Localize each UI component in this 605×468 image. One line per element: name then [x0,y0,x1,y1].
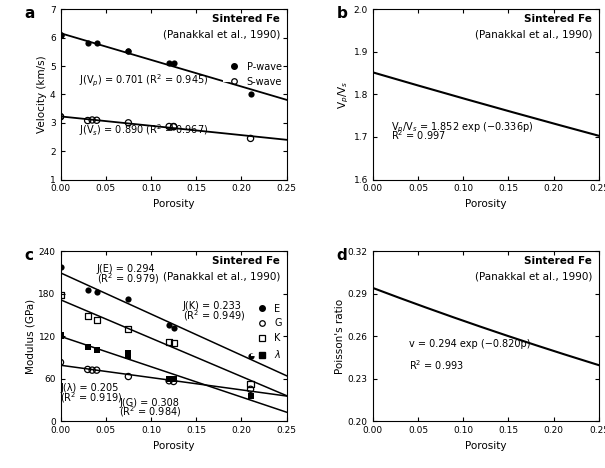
Point [83,344,93,351]
Legend: E, G, K, $\lambda$: E, G, K, $\lambda$ [252,304,282,360]
Point [56,31,65,39]
Point [123,119,133,126]
Point [83,117,93,124]
Text: (Panakkal et al., 1990): (Panakkal et al., 1990) [475,30,592,40]
Point [164,338,174,345]
Point [169,123,178,130]
Text: b: b [336,6,347,21]
Point [169,324,178,331]
Point [56,113,65,120]
Text: (Panakkal et al., 1990): (Panakkal et al., 1990) [163,271,280,281]
Point [246,90,255,98]
Text: Sintered Fe: Sintered Fe [212,256,280,266]
Text: R$^2$ = 0.993: R$^2$ = 0.993 [409,358,464,372]
Point [169,59,178,67]
Point [123,47,133,55]
Point [164,376,174,383]
Y-axis label: Modulus (GPa): Modulus (GPa) [25,299,36,373]
Point [123,350,133,357]
Text: J(V$_p$) = 0.701 (R$^2$ = 0.945): J(V$_p$) = 0.701 (R$^2$ = 0.945) [79,73,208,89]
Text: (R$^2$ = 0.949): (R$^2$ = 0.949) [183,308,245,322]
Text: J(K) = 0.233: J(K) = 0.233 [183,301,241,311]
Point [56,332,65,340]
Point [92,40,102,47]
Legend: P-wave, S-wave: P-wave, S-wave [224,62,282,87]
Y-axis label: Poisson's ratio: Poisson's ratio [335,299,345,373]
Point [92,288,102,296]
Point [123,352,133,360]
Point [123,295,133,303]
Text: Sintered Fe: Sintered Fe [525,256,592,266]
X-axis label: Porosity: Porosity [153,440,194,451]
Text: V$_p$/V$_s$ = 1.852 exp (−0.336p): V$_p$/V$_s$ = 1.852 exp (−0.336p) [391,121,534,135]
Text: c: c [24,248,33,263]
Point [92,366,102,374]
Point [164,322,174,329]
Point [56,331,65,338]
Text: a: a [24,6,34,21]
Point [246,386,255,393]
Point [169,123,178,131]
Point [56,263,65,271]
Text: Sintered Fe: Sintered Fe [212,15,280,24]
Point [83,313,93,320]
Text: J(λ) = 0.205: J(λ) = 0.205 [60,383,119,394]
Text: d: d [336,248,347,263]
Point [56,358,65,366]
Point [246,352,255,360]
Point [169,375,178,382]
Text: J(E) = 0.294: J(E) = 0.294 [97,264,155,274]
Point [246,380,255,388]
Point [246,393,255,400]
Point [87,116,97,124]
Point [169,378,178,385]
Point [123,48,133,55]
Text: (Panakkal et al., 1990): (Panakkal et al., 1990) [475,271,592,281]
Point [92,316,102,323]
Point [56,291,65,299]
Point [123,373,133,380]
Point [56,32,65,39]
Point [169,339,178,347]
Point [92,117,102,124]
Point [83,366,93,373]
Point [56,113,65,121]
Text: J(V$_s$) = 0.890 (R$^2$ = 0.967): J(V$_s$) = 0.890 (R$^2$ = 0.967) [79,122,208,138]
Text: J(G) = 0.308: J(G) = 0.308 [119,398,179,408]
Text: (Panakkal et al., 1990): (Panakkal et al., 1990) [163,30,280,40]
Point [92,346,102,354]
Point [83,39,93,47]
X-axis label: Porosity: Porosity [153,199,194,209]
Point [83,286,93,294]
Text: (R$^2$ = 0.979): (R$^2$ = 0.979) [97,271,159,286]
Y-axis label: V$_p$/V$_s$: V$_p$/V$_s$ [336,80,351,109]
Text: Sintered Fe: Sintered Fe [525,15,592,24]
Y-axis label: Velocity (km/s): Velocity (km/s) [37,56,47,133]
Point [164,59,174,66]
Point [164,377,174,385]
Point [123,325,133,333]
Text: (R$^2$ = 0.919): (R$^2$ = 0.919) [60,390,123,405]
Text: R$^2$ = 0.997: R$^2$ = 0.997 [391,128,446,142]
X-axis label: Porosity: Porosity [465,199,506,209]
X-axis label: Porosity: Porosity [465,440,506,451]
Point [164,123,174,130]
Text: (R$^2$ = 0.984): (R$^2$ = 0.984) [119,404,182,419]
Text: v = 0.294 exp (−0.820p): v = 0.294 exp (−0.820p) [409,339,531,350]
Point [87,366,97,374]
Point [246,135,255,142]
